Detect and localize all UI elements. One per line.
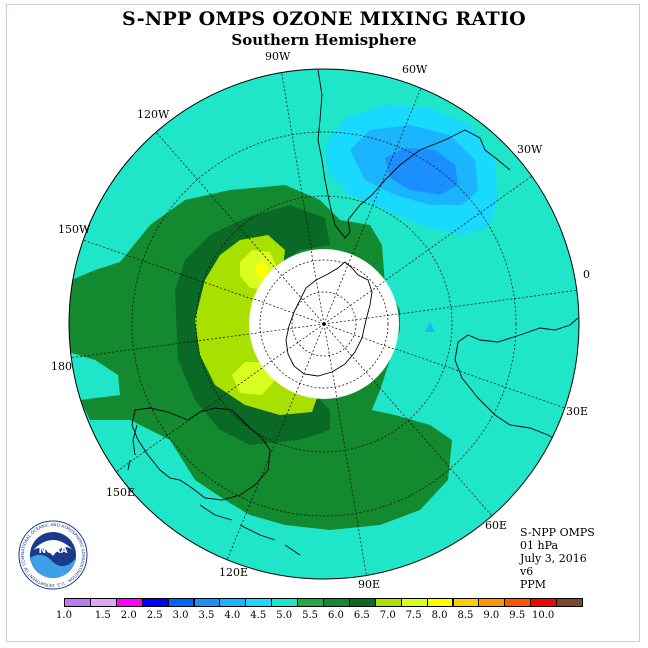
lon-label-150w: 150W	[58, 223, 91, 236]
lon-label-120e: 120E	[219, 566, 249, 579]
lon-label-120w: 120W	[137, 108, 170, 121]
lon-label-180: 180	[51, 360, 72, 373]
lon-label-60e: 60E	[485, 519, 508, 532]
south-pole-marker	[322, 322, 326, 326]
lon-label-90e: 90E	[358, 578, 381, 591]
lon-label-90w: 90W	[265, 50, 291, 63]
info-date: July 3, 2016	[520, 552, 587, 565]
meridian-lines	[69, 69, 579, 579]
info-level: 01 hPa	[520, 539, 559, 552]
lon-label-0: 0	[583, 268, 590, 281]
coast-indonesia	[199, 504, 301, 556]
lon-label-150e: 150E	[106, 486, 136, 499]
map-border	[68, 68, 580, 580]
coast-new-zealand	[127, 424, 138, 471]
coast-antarctica-inner	[285, 261, 373, 377]
lon-label-60w: 60W	[402, 63, 428, 76]
ozone-contour-7-5	[256, 262, 268, 278]
info-units: PPM	[520, 578, 547, 591]
coast-south-america	[317, 69, 511, 239]
info-block: S-NPP OMPS 01 hPa July 3, 2016 v6 PPM	[520, 526, 595, 591]
info-version: v6	[520, 565, 534, 578]
coast-africa	[454, 317, 579, 446]
info-instrument: S-NPP OMPS	[520, 526, 595, 539]
lon-label-30w: 30W	[517, 143, 543, 156]
map-subtitle: Southern Hemisphere	[231, 31, 417, 49]
ozone-contour-3-5-small	[425, 322, 435, 332]
coast-australia	[131, 407, 271, 501]
ozone-contour-7-0b	[232, 362, 275, 395]
noaa-logo: NATIONAL OCEANIC AND ATMOSPHERIC ADMINIS…	[18, 520, 88, 590]
ozone-contour-3-5	[385, 148, 458, 195]
polar-graticule	[249, 249, 399, 399]
logo-noaa-text: NOAA	[39, 546, 68, 556]
page-frame	[6, 4, 640, 642]
lon-label-30e: 30E	[566, 405, 589, 418]
map-title: S-NPP OMPS OZONE MIXING RATIO	[121, 8, 527, 30]
